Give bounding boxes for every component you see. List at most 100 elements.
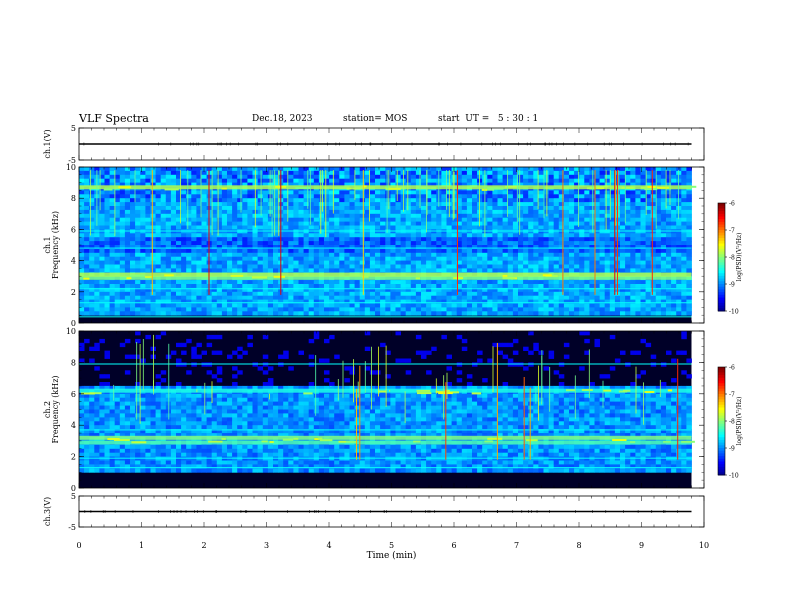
spectrogram-cell <box>655 202 662 207</box>
spectrogram-cell <box>523 167 529 172</box>
spectrogram-cell <box>380 213 386 219</box>
spectrogram-cell <box>94 393 100 399</box>
spectrogram-cell <box>145 202 151 207</box>
spectrogram-cell <box>385 233 391 238</box>
spectrogram-cell <box>99 460 105 465</box>
spectrogram-cell <box>165 311 172 316</box>
spectrogram-cell <box>446 280 452 285</box>
spectrogram-cell <box>109 460 116 465</box>
spectrogram-cell <box>257 202 264 207</box>
spectrogram-cell <box>109 468 116 473</box>
spectrogram-cell <box>119 174 126 180</box>
spectrogram-cell <box>84 170 90 176</box>
spectrogram-cell <box>630 287 636 293</box>
spectrogram-cell <box>79 264 85 269</box>
spectrogram-cell <box>512 174 519 180</box>
spectrogram-cell <box>119 287 126 293</box>
spectrogram-cell <box>635 221 641 226</box>
spectrogram-cell <box>262 299 269 304</box>
spectrogram-cell <box>242 206 248 211</box>
spectrogram-cell <box>313 174 320 180</box>
spectrogram-cell <box>415 237 422 242</box>
spectrogram-cell <box>563 233 570 238</box>
spectrogram-cell <box>344 202 350 207</box>
spectrogram-cell <box>579 213 585 219</box>
spectrogram-cell <box>160 311 167 316</box>
spectrogram-cell <box>227 303 233 308</box>
spectrogram-cell <box>421 287 427 293</box>
spectrogram-cell <box>482 268 488 273</box>
spectrogram-cell <box>502 264 509 269</box>
spectrogram-cell <box>589 287 595 293</box>
spectrogram-cell <box>630 241 636 246</box>
spectrogram-cell <box>84 287 90 293</box>
spectrogram-cell <box>599 167 606 172</box>
spectrogram-cell <box>181 198 187 203</box>
spectrogram-cell <box>349 217 355 222</box>
spectrogram-cell <box>466 260 473 265</box>
spectrogram-cell <box>563 280 570 285</box>
spectrogram-cell <box>227 264 233 269</box>
spectrogram-cell <box>273 245 279 250</box>
spectrogram-cell <box>492 248 498 254</box>
spectrogram-cell <box>405 280 412 285</box>
spectrogram-cell <box>502 260 509 265</box>
spectrogram-cell <box>318 213 325 219</box>
spectrogram-cell <box>461 194 468 199</box>
spectrogram-cell <box>528 284 534 289</box>
spectrogram-cell <box>252 233 258 238</box>
spectrogram-cell <box>604 299 611 304</box>
spectrogram-cell <box>354 178 361 183</box>
spectrogram-cell <box>237 209 243 215</box>
spectrogram-cell <box>574 280 580 285</box>
spectrogram-cell <box>620 291 626 297</box>
spectrogram-cell <box>676 264 682 269</box>
spectrogram-cell <box>339 178 345 183</box>
spectrogram-cell <box>589 167 595 172</box>
spectrogram-cell <box>456 280 463 285</box>
spectrogram-cell <box>574 248 580 254</box>
spectrogram-cell <box>145 206 151 211</box>
spectrogram-cell <box>594 311 600 316</box>
spectrogram-cell <box>160 237 167 242</box>
spectrogram-cell <box>298 198 304 203</box>
spectrogram-cell <box>676 170 682 176</box>
spectrogram-cell <box>512 170 519 176</box>
spectrogram-cell <box>482 287 488 293</box>
spectrogram-cell <box>303 295 310 300</box>
spectrogram-cell <box>655 241 662 246</box>
spectrogram-cell <box>114 468 121 473</box>
spectrogram-cell <box>569 303 575 308</box>
spectrogram-cell <box>421 202 427 207</box>
spectrogram-cell <box>99 248 105 254</box>
spectrogram-cell <box>293 206 299 211</box>
spectrogram-cell <box>308 299 315 304</box>
spectrogram-cell <box>405 213 412 219</box>
spectrogram-cell <box>523 248 529 254</box>
spectrogram-cell <box>160 287 167 293</box>
spectrogram-cell <box>313 198 320 203</box>
spectrogram-cell <box>196 170 202 176</box>
spectrogram-cell <box>620 170 626 176</box>
spectrogram-cell <box>94 245 100 250</box>
spectrogram-cell <box>298 287 304 293</box>
spectrogram-cell <box>686 178 692 183</box>
spectrogram-cell <box>666 170 672 176</box>
spectrogram-cell <box>563 178 570 183</box>
spectrogram-cell <box>79 401 85 406</box>
spectrogram-cell <box>436 167 442 172</box>
spectrogram-cell <box>150 268 156 273</box>
spectrogram-cell <box>160 167 167 172</box>
spectrogram-cell <box>569 170 575 176</box>
spectrogram-cell <box>349 280 355 285</box>
spectrogram-cell <box>645 280 652 285</box>
spectrogram-cell <box>609 252 616 258</box>
spectrogram-cell <box>257 217 264 222</box>
spectrogram-cell <box>466 284 473 289</box>
spectrogram-cell <box>650 280 657 285</box>
spectrogram-cell <box>288 256 294 261</box>
spectrogram-cell <box>114 397 121 402</box>
spectrogram-cell <box>451 252 458 258</box>
spectrogram-cell <box>487 167 493 172</box>
spectrogram-cell <box>364 268 371 273</box>
